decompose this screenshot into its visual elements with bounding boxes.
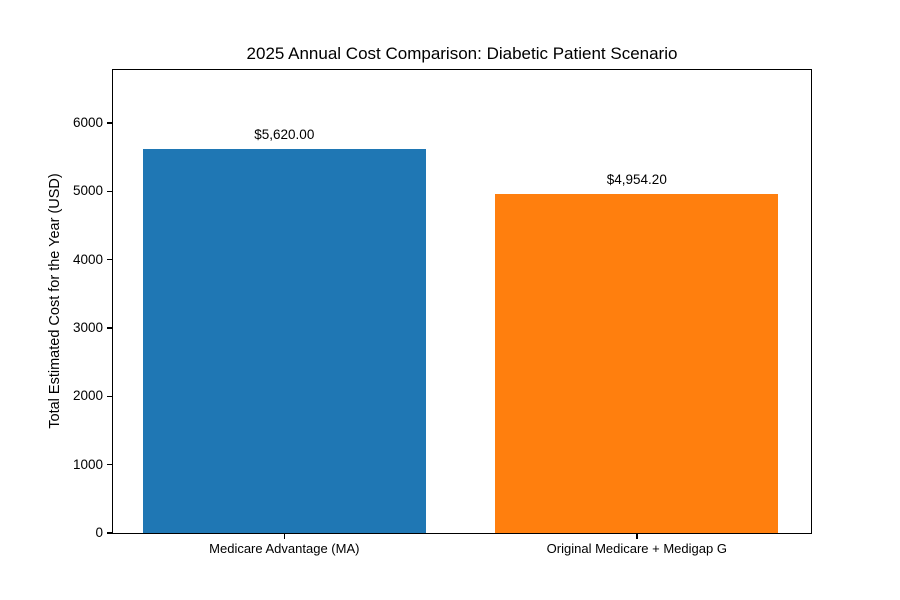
bar-value-label: $4,954.20 — [606, 172, 667, 188]
y-tick-label: 4000 — [72, 251, 103, 267]
y-tick-mark — [107, 395, 113, 398]
x-tick-label: Original Medicare + Medigap G — [546, 541, 727, 556]
y-tick-label: 1000 — [72, 456, 103, 472]
x-tick-mark — [283, 533, 286, 539]
y-tick-mark — [107, 463, 113, 466]
bar-value-label: $5,620.00 — [254, 126, 315, 142]
y-tick-mark — [107, 327, 113, 329]
chart-title: 2025 Annual Cost Comparison: Diabetic Pa… — [246, 44, 678, 63]
y-tick-label: 5000 — [72, 183, 103, 199]
y-tick-label: 2000 — [72, 388, 103, 404]
y-tick-label: 3000 — [72, 320, 103, 335]
x-tick-label: Medicare Advantage (MA) — [209, 541, 360, 556]
y-tick-label: 0 — [95, 525, 103, 540]
x-tick-mark — [636, 533, 638, 539]
y-tick-mark — [107, 122, 113, 124]
y-tick-mark — [107, 532, 113, 534]
bar — [142, 148, 426, 533]
y-tick-mark — [107, 258, 113, 261]
y-tick-label: 6000 — [72, 115, 103, 131]
y-tick-mark — [107, 190, 113, 193]
bar — [495, 194, 779, 533]
